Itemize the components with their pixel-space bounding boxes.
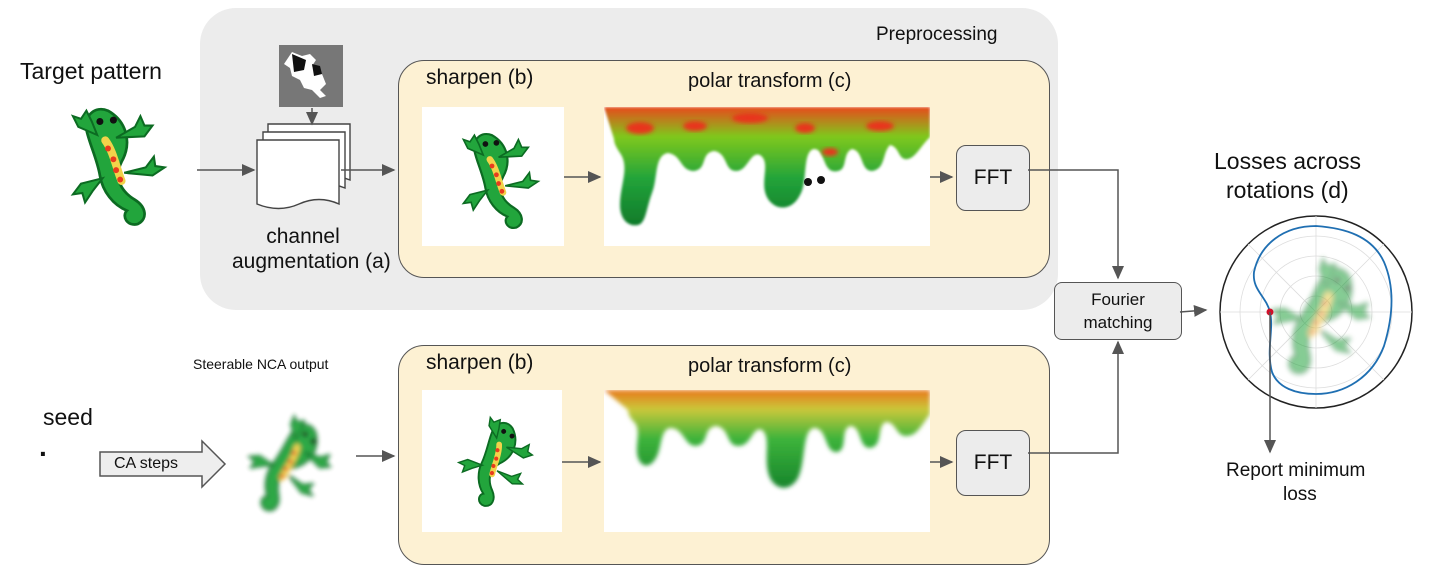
fourier-matching-box: Fourier matching	[1054, 282, 1182, 340]
flow-arrows	[197, 108, 1276, 468]
target-pattern-label: Target pattern	[20, 58, 162, 84]
ca-steps-arrow	[99, 439, 227, 489]
preprocessing-label: Preprocessing	[876, 24, 998, 45]
losses-label-line2: rotations (d)	[1226, 177, 1349, 203]
ca-steps-label: CA steps	[114, 455, 179, 472]
report-label-line2: loss	[1283, 484, 1317, 505]
channel-augmentation-icon	[256, 123, 351, 210]
bottom-fft-label: FFT	[973, 451, 1013, 474]
seed-label: seed	[43, 404, 93, 430]
bottom-sharpen-label: sharpen (b)	[426, 351, 534, 374]
target-lizard-image	[73, 109, 165, 224]
bottom-sharpen-lizard	[447, 413, 546, 516]
augmented-channel-thumbnail	[279, 45, 343, 107]
channel-augmentation-label-line2: augmentation (a)	[232, 250, 391, 273]
channel-augmentation-label-line1: channel	[266, 225, 340, 248]
losses-label-line1: Losses across	[1214, 148, 1362, 174]
top-polar-image	[604, 107, 930, 226]
steerable-nca-label: Steerable NCA output	[193, 356, 329, 372]
fourier-label-line2: matching	[1083, 313, 1153, 332]
bottom-polar-label: polar transform (c)	[688, 355, 852, 377]
loss-curve	[1253, 225, 1393, 395]
top-polar-label: polar transform (c)	[688, 70, 852, 92]
polar-loss-plot	[1219, 215, 1413, 409]
report-label-line1: Report minimum	[1226, 460, 1366, 481]
top-sharpen-label: sharpen (b)	[426, 66, 534, 89]
top-sharpen-lizard	[463, 134, 538, 228]
bottom-fft-box: FFT	[956, 430, 1030, 496]
bottom-polar-image	[604, 390, 930, 488]
top-fft-label: FFT	[973, 166, 1013, 189]
top-fft-box: FFT	[956, 145, 1030, 211]
nca-output-lizard	[232, 412, 346, 525]
fourier-label-line1: Fourier	[1091, 290, 1145, 309]
seed-dot: ·	[39, 438, 49, 469]
